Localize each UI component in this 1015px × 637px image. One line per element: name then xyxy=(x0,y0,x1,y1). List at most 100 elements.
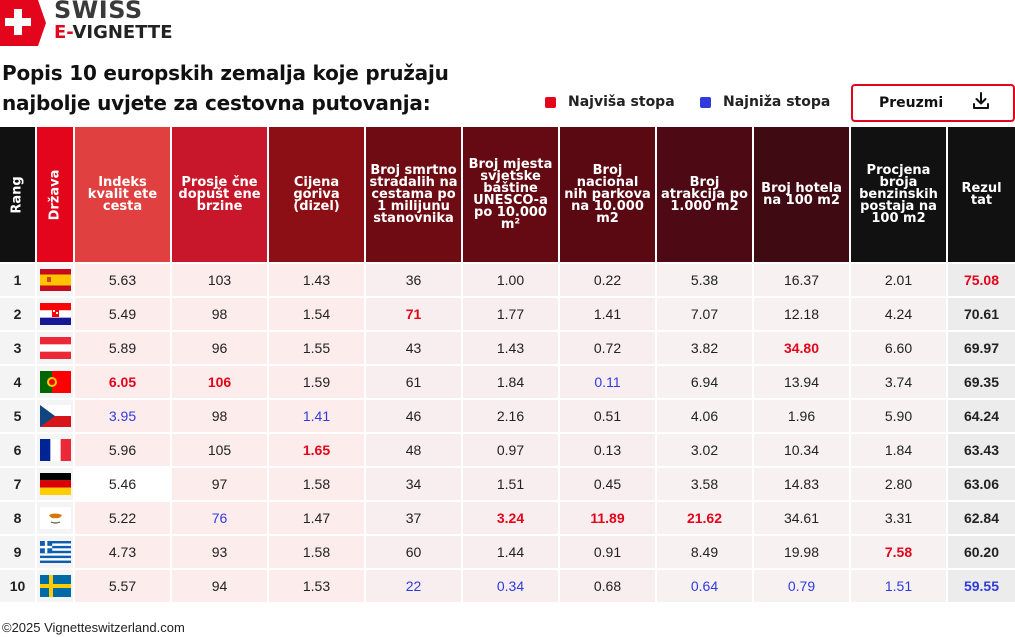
value-cell-national-parks: 0.68 xyxy=(560,570,657,602)
country-flag-cell xyxy=(37,400,75,432)
value-cell-road-quality: 5.49 xyxy=(75,298,172,330)
country-flag-cell xyxy=(37,332,75,364)
value-cell-fuel-price: 1.54 xyxy=(269,298,366,330)
value-cell-road-quality: 5.63 xyxy=(75,264,172,296)
rank-cell: 3 xyxy=(0,332,37,364)
value-cell-national-parks: 1.41 xyxy=(560,298,657,330)
download-icon xyxy=(971,91,991,116)
logo: SWISS E-VIGNETTE xyxy=(0,0,173,46)
value-cell-petrol-stations: 1.84 xyxy=(851,434,948,466)
value-cell-attractions: 6.94 xyxy=(657,366,754,398)
column-header-result: Rezul tat xyxy=(948,127,1015,262)
value-cell-hotels: 12.18 xyxy=(754,298,851,330)
table-row: 1 5.63 103 1.43 36 1.00 0.22 5.38 16.37 2.01 75.08 xyxy=(0,262,1015,296)
value-cell-speed-limit: 76 xyxy=(172,502,269,534)
column-header-attractions: Broj atrakcija po 1.000 m2 xyxy=(657,127,754,262)
value-cell-attractions: 5.38 xyxy=(657,264,754,296)
country-flag-cell xyxy=(37,298,75,330)
table-row: 5 3.95 98 1.41 46 2.16 0.51 4.06 1.96 5.90 64.24 xyxy=(0,398,1015,432)
value-cell-hotels: 13.94 xyxy=(754,366,851,398)
czechia-flag-icon xyxy=(39,405,71,427)
value-cell-petrol-stations: 2.01 xyxy=(851,264,948,296)
ranking-table: Rang Država Indeks kvalit ete cesta Prosje … xyxy=(0,127,1015,602)
column-header-petrol-stations: Procjena broja benzinskih postaja na 100… xyxy=(851,127,948,262)
rank-cell: 8 xyxy=(0,502,37,534)
legend-highest-swatch xyxy=(545,96,556,108)
table-row: 10 5.57 94 1.53 22 0.34 0.68 0.64 0.79 1.51 59.55 xyxy=(0,568,1015,602)
value-cell-hotels: 34.61 xyxy=(754,502,851,534)
table-row: 4 6.05 106 1.59 61 1.84 0.11 6.94 13.94 3.74 69.35 xyxy=(0,364,1015,398)
column-header-road-quality: Indeks kvalit ete cesta xyxy=(75,127,172,262)
value-cell-hotels: 16.37 xyxy=(754,264,851,296)
rank-cell: 10 xyxy=(0,570,37,602)
value-cell-unesco-sites: 1.84 xyxy=(463,366,560,398)
value-cell-national-parks: 0.45 xyxy=(560,468,657,500)
result-cell: 69.97 xyxy=(948,332,1015,364)
value-cell-speed-limit: 103 xyxy=(172,264,269,296)
value-cell-hotels: 19.98 xyxy=(754,536,851,568)
value-cell-unesco-sites: 1.51 xyxy=(463,468,560,500)
value-cell-unesco-sites: 0.34 xyxy=(463,570,560,602)
table-row: 2 5.49 98 1.54 71 1.77 1.41 7.07 12.18 4.24 70.61 xyxy=(0,296,1015,330)
value-cell-road-quality: 3.95 xyxy=(75,400,172,432)
value-cell-attractions: 3.58 xyxy=(657,468,754,500)
country-flag-cell xyxy=(37,570,75,602)
value-cell-fuel-price: 1.53 xyxy=(269,570,366,602)
value-cell-road-deaths: 34 xyxy=(366,468,463,500)
value-cell-petrol-stations: 7.58 xyxy=(851,536,948,568)
country-flag-cell xyxy=(37,264,75,296)
table-row: 3 5.89 96 1.55 43 1.43 0.72 3.82 34.80 6.60 69.97 xyxy=(0,330,1015,364)
value-cell-unesco-sites: 0.97 xyxy=(463,434,560,466)
value-cell-attractions: 7.07 xyxy=(657,298,754,330)
value-cell-national-parks: 0.22 xyxy=(560,264,657,296)
value-cell-road-quality: 5.96 xyxy=(75,434,172,466)
value-cell-hotels: 14.83 xyxy=(754,468,851,500)
result-cell: 75.08 xyxy=(948,264,1015,296)
value-cell-petrol-stations: 4.24 xyxy=(851,298,948,330)
value-cell-unesco-sites: 2.16 xyxy=(463,400,560,432)
value-cell-road-deaths: 61 xyxy=(366,366,463,398)
value-cell-unesco-sites: 1.77 xyxy=(463,298,560,330)
legend-highest-label: Najviša stopa xyxy=(568,94,675,110)
value-cell-petrol-stations: 2.80 xyxy=(851,468,948,500)
column-header-speed-limit: Prosje čne dopušt ene brzine xyxy=(172,127,269,262)
rank-cell: 1 xyxy=(0,264,37,296)
value-cell-national-parks: 0.51 xyxy=(560,400,657,432)
country-flag-cell xyxy=(37,434,75,466)
result-cell: 70.61 xyxy=(948,298,1015,330)
value-cell-hotels: 1.96 xyxy=(754,400,851,432)
country-flag-cell xyxy=(37,502,75,534)
value-cell-hotels: 34.80 xyxy=(754,332,851,364)
value-cell-speed-limit: 98 xyxy=(172,298,269,330)
value-cell-unesco-sites: 3.24 xyxy=(463,502,560,534)
value-cell-attractions: 0.64 xyxy=(657,570,754,602)
table-body: 1 5.63 103 1.43 36 1.00 0.22 5.38 16.37 2.01 75.08… xyxy=(0,262,1015,602)
table-row: 7 5.46 97 1.58 34 1.51 0.45 3.58 14.83 2.80 63.06 xyxy=(0,466,1015,500)
value-cell-fuel-price: 1.41 xyxy=(269,400,366,432)
value-cell-road-quality: 6.05 xyxy=(75,366,172,398)
value-cell-road-deaths: 22 xyxy=(366,570,463,602)
result-cell: 64.24 xyxy=(948,400,1015,432)
value-cell-road-quality: 5.57 xyxy=(75,570,172,602)
cyprus-flag-icon xyxy=(39,507,71,529)
value-cell-road-quality: 5.89 xyxy=(75,332,172,364)
rank-cell: 9 xyxy=(0,536,37,568)
sweden-flag-icon xyxy=(39,575,71,597)
download-button[interactable]: Preuzmi xyxy=(851,84,1015,122)
value-cell-fuel-price: 1.65 xyxy=(269,434,366,466)
value-cell-petrol-stations: 3.74 xyxy=(851,366,948,398)
value-cell-national-parks: 0.72 xyxy=(560,332,657,364)
rank-cell: 7 xyxy=(0,468,37,500)
value-cell-fuel-price: 1.59 xyxy=(269,366,366,398)
value-cell-road-deaths: 43 xyxy=(366,332,463,364)
value-cell-road-deaths: 46 xyxy=(366,400,463,432)
result-cell: 62.84 xyxy=(948,502,1015,534)
value-cell-national-parks: 0.91 xyxy=(560,536,657,568)
result-cell: 59.55 xyxy=(948,570,1015,602)
value-cell-speed-limit: 93 xyxy=(172,536,269,568)
legend-lowest-label: Najniža stopa xyxy=(723,94,831,110)
value-cell-road-deaths: 36 xyxy=(366,264,463,296)
value-cell-hotels: 10.34 xyxy=(754,434,851,466)
download-button-label: Preuzmi xyxy=(879,95,944,111)
value-cell-national-parks: 0.11 xyxy=(560,366,657,398)
